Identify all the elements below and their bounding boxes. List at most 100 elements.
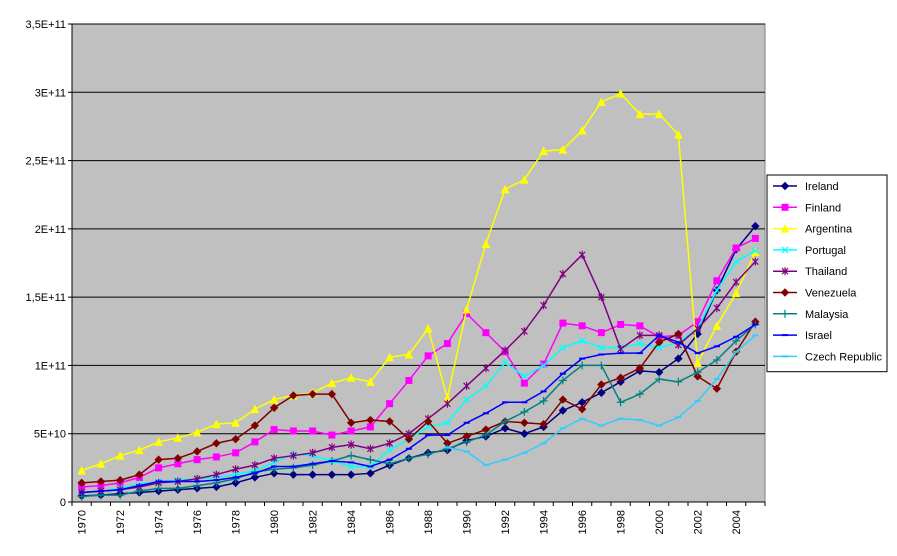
data-point (347, 463, 355, 470)
data-point (212, 439, 221, 448)
data-point (443, 419, 451, 427)
data-point (655, 375, 664, 384)
legend-item-portugal: Portugal (773, 245, 846, 257)
data-point (616, 89, 625, 98)
data-point (385, 459, 394, 468)
data-point (636, 340, 644, 348)
data-point (116, 491, 125, 500)
data-point (232, 449, 240, 457)
data-point (328, 431, 336, 439)
legend-label: Ireland (805, 181, 839, 193)
data-point-stroke (443, 419, 451, 427)
x-tick-label: 1978 (231, 510, 243, 534)
data-point (635, 109, 645, 119)
data-point (693, 372, 702, 381)
y-tick-label: 1,5E+11 (26, 292, 66, 304)
x-tick-label: 1994 (539, 510, 551, 534)
data-point (154, 455, 163, 464)
legend-item-thailand: Thailand (773, 266, 847, 278)
data-point (501, 346, 509, 355)
data-point (635, 390, 644, 399)
data-point (250, 473, 260, 482)
data-point (520, 407, 529, 416)
data-point (347, 427, 355, 435)
data-point (520, 379, 528, 387)
data-point (386, 446, 394, 454)
data-point (674, 354, 683, 363)
data-point (250, 421, 260, 430)
data-point (386, 400, 394, 408)
x-tick-label: 1986 (385, 510, 397, 534)
data-point-stroke (520, 372, 528, 380)
data-point (96, 477, 106, 486)
data-point (404, 349, 414, 359)
data-point (463, 381, 471, 390)
series-line-israel (81, 323, 756, 494)
data-point (173, 433, 183, 442)
x-tick-label: 1980 (269, 510, 281, 534)
data-point (731, 288, 741, 298)
y-tick-label: 2,5E+11 (26, 156, 66, 168)
series-israel (78, 323, 759, 494)
data-point (212, 470, 220, 479)
data-point-stroke (636, 340, 644, 348)
data-point (423, 323, 433, 333)
data-point (501, 417, 510, 426)
data-point (597, 329, 605, 337)
data-point (597, 361, 606, 370)
data-point (366, 455, 375, 464)
data-point (462, 304, 471, 314)
data-point (780, 181, 790, 191)
data-point (193, 481, 202, 490)
legend: Ireland Finland Argentina Portugal Thailand V… (766, 174, 888, 373)
y-tick-label: 3,5E+11 (26, 19, 66, 31)
data-point (540, 360, 548, 368)
data-point (482, 329, 490, 337)
gridlines (72, 23, 765, 435)
x-tick-label: 2002 (693, 510, 705, 534)
data-point (732, 336, 741, 345)
legend-label: Portugal (805, 245, 846, 257)
data-point (308, 461, 317, 470)
legend-item-finland: Finland (773, 202, 841, 214)
x-tick-label: 1998 (616, 510, 628, 534)
data-point (539, 396, 548, 405)
data-point (289, 451, 297, 460)
data-point (577, 125, 587, 135)
series-venezuela (77, 317, 760, 488)
data-point (289, 391, 298, 400)
data-point (250, 404, 260, 414)
data-point (578, 337, 586, 345)
data-point (482, 364, 490, 373)
data-point-stroke (463, 396, 471, 403)
x-tick-label: 1992 (500, 510, 512, 534)
legend-item-venezuela: Venezuela (773, 288, 857, 300)
legend-label: Finland (805, 202, 841, 214)
data-point (269, 394, 279, 404)
data-point (347, 451, 356, 460)
data-point (385, 417, 394, 426)
series-lines (77, 89, 760, 501)
data-point (481, 431, 490, 440)
data-point-stroke (732, 258, 740, 266)
data-point (231, 434, 240, 444)
data-point (694, 324, 702, 333)
data-point (540, 301, 548, 310)
data-point (674, 377, 683, 386)
data-point (269, 469, 279, 478)
x-tick-label: 1990 (462, 510, 474, 534)
data-point (115, 475, 125, 485)
data-point (558, 376, 567, 385)
data-point (597, 97, 606, 106)
data-point (366, 415, 375, 425)
data-point (654, 109, 664, 119)
data-point (327, 470, 337, 479)
data-point (346, 418, 356, 427)
data-point (443, 444, 452, 453)
x-tick-label: 1972 (115, 510, 127, 534)
data-point (520, 175, 529, 184)
data-point (732, 244, 740, 252)
data-point (712, 384, 722, 393)
data-point (77, 465, 86, 475)
data-point (636, 322, 644, 330)
